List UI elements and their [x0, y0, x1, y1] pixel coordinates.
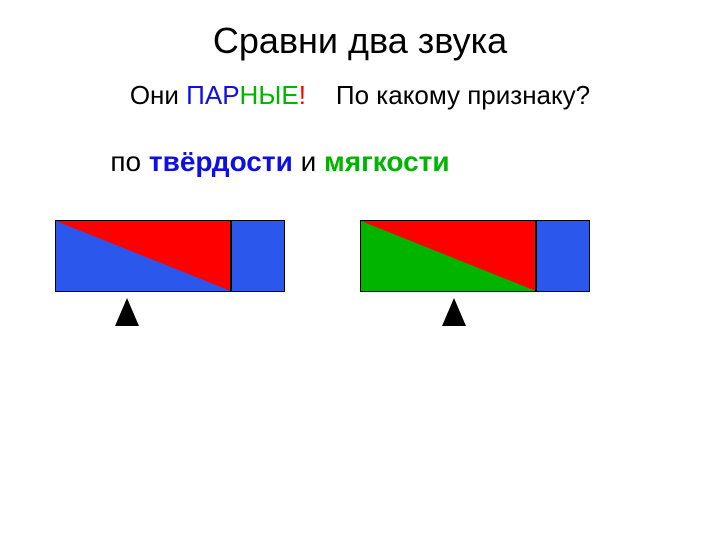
answer-mid: и [293, 146, 324, 177]
subtitle-left-prefix: Они [130, 80, 186, 110]
subtitle-row: Они ПАРНЫЕ! По какому признаку? [0, 80, 720, 111]
diagram-left-pointer-icon [115, 298, 139, 326]
diagram-left-svg [55, 220, 285, 292]
subtitle-word-part2: НЫЕ [240, 80, 299, 110]
diagram-right [360, 220, 590, 292]
diagram-right-svg [360, 220, 590, 292]
subtitle-left: Они ПАРНЫЕ! [130, 80, 306, 111]
subtitle-right: По какому признаку? [336, 80, 590, 111]
answer-prefix: по [110, 146, 149, 177]
answer-word2: мягкости [324, 146, 450, 177]
subtitle-word-part1: ПАР [186, 80, 239, 110]
subtitle-excl: ! [299, 80, 306, 110]
diagram-right-pointer-icon [442, 298, 466, 326]
answer-word1: твёрдости [149, 146, 293, 177]
answer-row: по твёрдости и мягкости [0, 146, 720, 178]
diagram-left [55, 220, 285, 292]
diagrams-row [0, 220, 720, 292]
page-title: Сравни два звука [0, 0, 720, 62]
